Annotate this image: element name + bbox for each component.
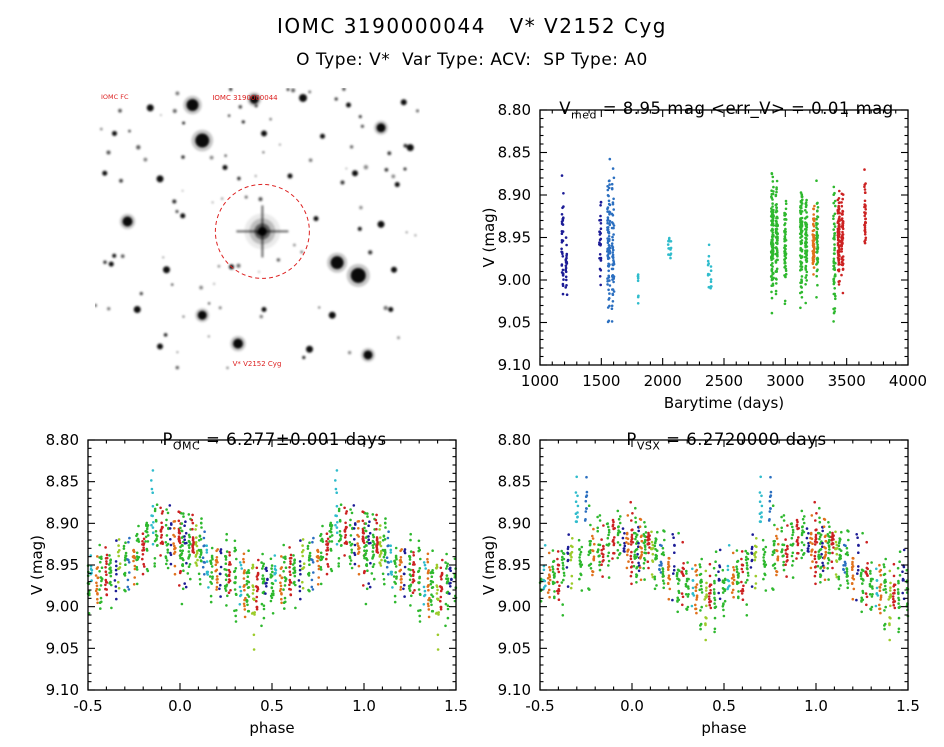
svg-text:8.90: 8.90 — [498, 186, 531, 204]
svg-text:V (mag): V (mag) — [480, 207, 498, 267]
svg-text:0.5: 0.5 — [260, 697, 284, 715]
svg-text:4000: 4000 — [889, 372, 927, 390]
svg-text:9.00: 9.00 — [498, 271, 531, 289]
svg-text:1000: 1000 — [521, 372, 559, 390]
svg-text:3500: 3500 — [828, 372, 866, 390]
svg-text:8.90: 8.90 — [46, 514, 79, 532]
svg-text:8.80: 8.80 — [498, 101, 531, 119]
svg-text:8.85: 8.85 — [498, 144, 531, 162]
svg-text:-0.5: -0.5 — [73, 697, 102, 715]
svg-text:8.80: 8.80 — [46, 431, 79, 449]
svg-text:V* V2152 Cyg: V* V2152 Cyg — [233, 360, 282, 368]
barytime-plot-title: Vmed = 8.95 mag <err_V> = 0.01 mag — [480, 80, 944, 140]
title-text: = 8.95 mag <err_V> = 0.01 mag — [596, 99, 894, 118]
svg-text:8.95: 8.95 — [46, 556, 79, 574]
svg-text:9.10: 9.10 — [498, 356, 531, 374]
page-subtitle: O Type: V* Var Type: ACV: SP Type: A0 — [296, 50, 648, 70]
svg-text:phase: phase — [701, 719, 746, 737]
svg-text:V (mag): V (mag) — [480, 535, 498, 595]
svg-text:V (mag): V (mag) — [28, 535, 46, 595]
title-subscript: VSX — [636, 439, 661, 453]
page-title: IOMC 3190000044 V* V2152 Cyg — [276, 14, 667, 38]
title-text: V — [559, 99, 572, 118]
svg-text:9.05: 9.05 — [498, 639, 531, 657]
folded-vsx-plot: -0.5 0.0 0.5 1.0 1.5 8.80 8.85 8.90 8.95 9.00 9.05… — [480, 431, 920, 737]
svg-text:0.0: 0.0 — [168, 697, 192, 715]
svg-text:1.5: 1.5 — [444, 697, 468, 715]
barytime-lightcurve-plot: 1000 1500 2000 2500 3000 3500 4000 8.80 8.85 8.90… — [480, 101, 927, 412]
svg-text:8.90: 8.90 — [498, 514, 531, 532]
svg-text:1.5: 1.5 — [896, 697, 920, 715]
svg-text:9.05: 9.05 — [498, 314, 531, 332]
svg-text:phase: phase — [249, 719, 294, 737]
svg-text:Barytime (days): Barytime (days) — [664, 394, 784, 412]
svg-text:0.0: 0.0 — [620, 697, 644, 715]
folded-omc-plot: -0.5 0.0 0.5 1.0 1.5 8.80 8.85 8.90 8.95 9.00 9.05… — [28, 431, 468, 737]
svg-text:3000: 3000 — [766, 372, 804, 390]
svg-text:IOMC 3190000044: IOMC 3190000044 — [212, 94, 278, 102]
svg-text:8.85: 8.85 — [46, 473, 79, 491]
svg-text:2500: 2500 — [705, 372, 743, 390]
svg-text:1.0: 1.0 — [352, 697, 376, 715]
svg-text:8.80: 8.80 — [498, 431, 531, 449]
svg-text:9.05: 9.05 — [46, 639, 79, 657]
svg-text:IOMC FC: IOMC FC — [101, 93, 129, 101]
svg-text:-0.5: -0.5 — [525, 697, 554, 715]
title-subscript: med — [571, 108, 597, 122]
svg-text:8.95: 8.95 — [498, 556, 531, 574]
svg-text:9.10: 9.10 — [498, 681, 531, 699]
svg-text:8.85: 8.85 — [498, 473, 531, 491]
svg-text:2000: 2000 — [644, 372, 682, 390]
svg-text:9.10: 9.10 — [46, 681, 79, 699]
finding-chart-image: IOMC FC IOMC 3190000044 V* V2152 Cyg — [95, 88, 420, 372]
svg-text:1500: 1500 — [582, 372, 620, 390]
svg-text:0.5: 0.5 — [712, 697, 736, 715]
svg-text:9.00: 9.00 — [498, 598, 531, 616]
svg-text:8.95: 8.95 — [498, 229, 531, 247]
svg-text:9.00: 9.00 — [46, 598, 79, 616]
svg-text:1.0: 1.0 — [804, 697, 828, 715]
